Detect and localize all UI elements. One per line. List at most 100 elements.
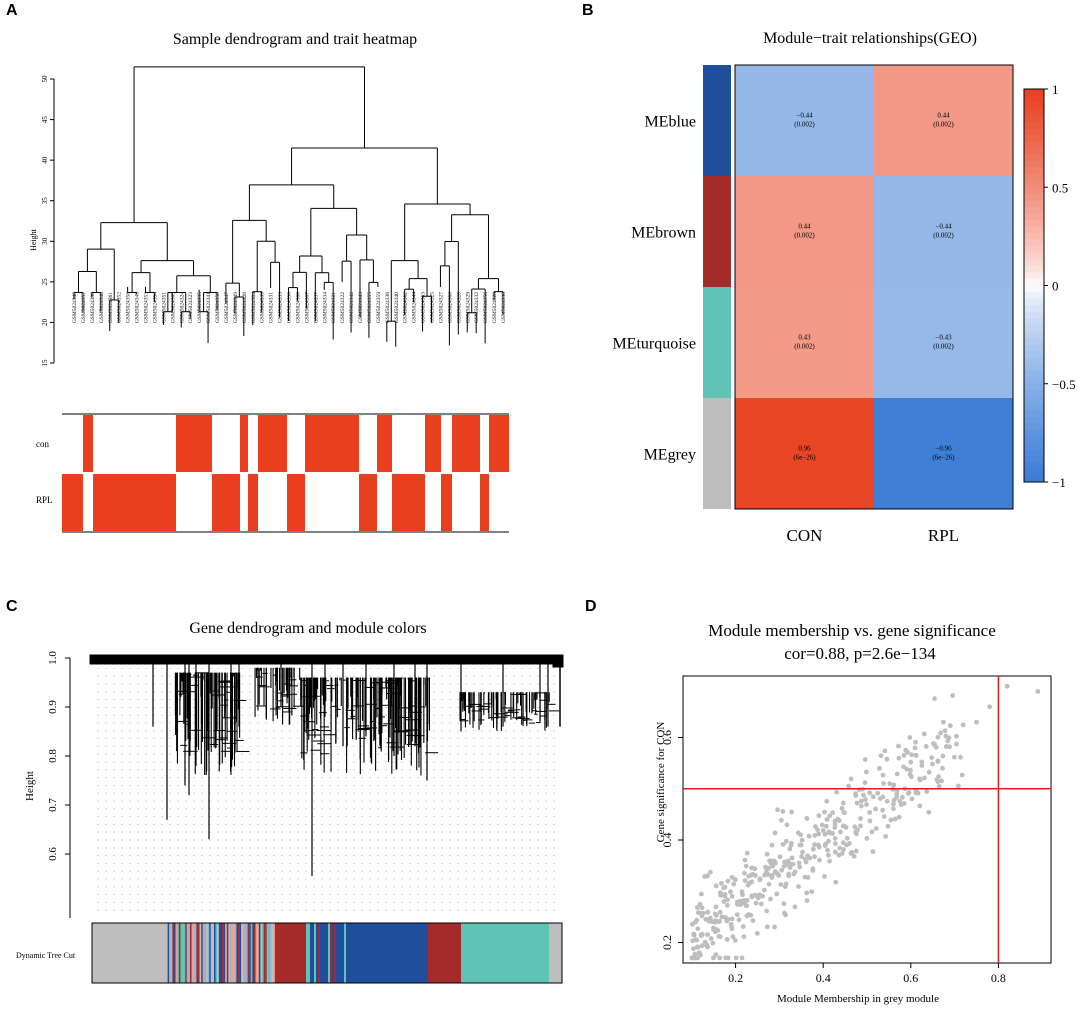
c-module-stripe: [266, 923, 269, 983]
c-module-stripe: [231, 923, 234, 983]
d-point: [833, 879, 839, 885]
d-point: [776, 873, 782, 878]
panel-d-scatter: Module membership vs. gene significance …: [655, 621, 1052, 1005]
c-module-stripe: [201, 923, 203, 983]
b-col-label-RPL: RPL: [928, 526, 959, 545]
d-point: [924, 789, 930, 794]
b-colorbar-label: −0.5: [1052, 377, 1076, 392]
d-point: [905, 749, 910, 755]
a-sample-label: GSM5024348: [72, 292, 78, 323]
d-point: [881, 814, 887, 819]
d-point: [749, 865, 755, 871]
d-point: [940, 765, 945, 771]
b-colorbar-step: [1024, 390, 1044, 398]
d-point: [805, 853, 810, 859]
a-sample-label: GSM5024351: [161, 292, 167, 323]
c-module-stripe: [199, 923, 202, 983]
b-colorbar-step: [1024, 128, 1044, 136]
c-module-stripe: [328, 923, 331, 983]
panel-b-title: Module−trait relationships(GEO): [763, 30, 977, 47]
d-point: [826, 852, 831, 858]
b-colorbar-step: [1024, 429, 1044, 437]
d-point: [719, 880, 724, 886]
d-point: [695, 910, 701, 916]
a-heat-cell-con: [176, 415, 212, 472]
b-colorbar-step: [1024, 468, 1044, 476]
c-module-stripe: [263, 923, 266, 983]
a-sample-label: GSM5024363: [421, 292, 427, 323]
d-point: [830, 831, 835, 836]
a-heat-cell-rpl: [441, 474, 452, 531]
d-point: [742, 857, 748, 863]
b-colorbar-step: [1024, 305, 1044, 313]
c-module-stripe: [166, 923, 168, 983]
c-module-stripe: [310, 923, 313, 983]
d-point: [708, 915, 713, 921]
d-point: [786, 871, 792, 877]
b-row-label-MEturquoise: MEturquoise: [612, 336, 696, 353]
c-y-tick-label: 0.6: [47, 847, 59, 861]
c-module-stripe: [247, 923, 250, 983]
b-colorbar-step: [1024, 102, 1044, 110]
d-point: [943, 744, 949, 749]
c-module-stripe: [180, 923, 183, 983]
c-module-stripe: [326, 923, 329, 983]
d-point: [822, 809, 827, 815]
b-heat-cell: [735, 65, 874, 176]
d-point: [704, 942, 710, 948]
d-point: [812, 824, 818, 829]
b-heat-cell: [735, 176, 874, 287]
d-point: [734, 899, 740, 905]
b-colorbar-step: [1024, 187, 1044, 195]
a-sample-label: GSM5024353: [144, 292, 150, 323]
d-point: [799, 854, 805, 860]
d-point: [809, 889, 815, 895]
d-point: [691, 932, 697, 938]
panel-letter-b: B: [582, 2, 594, 19]
d-point: [954, 733, 959, 739]
d-point: [699, 943, 705, 949]
d-point: [932, 742, 938, 747]
c-module-stripe: [177, 923, 179, 983]
d-point: [870, 849, 876, 855]
b-colorbar-step: [1024, 442, 1044, 450]
panel-letter-a: A: [6, 2, 18, 19]
b-colorbar-step: [1024, 200, 1044, 208]
d-point: [694, 917, 700, 923]
d-point: [804, 816, 810, 821]
c-module-stripe: [255, 923, 258, 983]
d-point: [892, 816, 898, 822]
d-point: [731, 881, 737, 887]
a-sample-label: GSM5024361: [108, 292, 114, 323]
b-cell-p: (6e−26): [793, 454, 816, 462]
d-point: [858, 816, 863, 821]
a-heat-cell-rpl: [287, 474, 305, 531]
b-colorbar-step: [1024, 455, 1044, 463]
c-module-stripe: [268, 923, 271, 983]
d-point: [733, 877, 738, 883]
a-sample-label: GSM5024356: [287, 292, 293, 323]
b-colorbar-step: [1024, 396, 1044, 404]
a-y-tick-label: 30: [41, 237, 49, 245]
d-point: [695, 944, 701, 950]
d-point: [783, 881, 789, 887]
b-colorbar-step: [1024, 265, 1044, 273]
a-heat-cell-rpl: [359, 474, 377, 531]
b-colorbar-step: [1024, 278, 1044, 286]
d-point: [796, 884, 801, 889]
c-module-stripe: [212, 923, 215, 983]
a-sample-label: GSM5024367: [304, 292, 310, 323]
d-point: [882, 748, 888, 754]
d-point: [938, 730, 943, 736]
d-point: [832, 841, 838, 847]
a-sample-label: GSM5024359: [376, 292, 382, 323]
d-point: [699, 905, 705, 911]
b-colorbar-step: [1024, 115, 1044, 123]
a-sample-label: GSM5024357: [81, 292, 87, 323]
d-point: [858, 823, 863, 829]
b-module-color-MEblue: [703, 65, 731, 176]
b-cell-p: (6e−26): [932, 454, 955, 462]
d-point: [827, 858, 832, 864]
d-point: [947, 723, 953, 729]
d-point: [708, 869, 713, 875]
